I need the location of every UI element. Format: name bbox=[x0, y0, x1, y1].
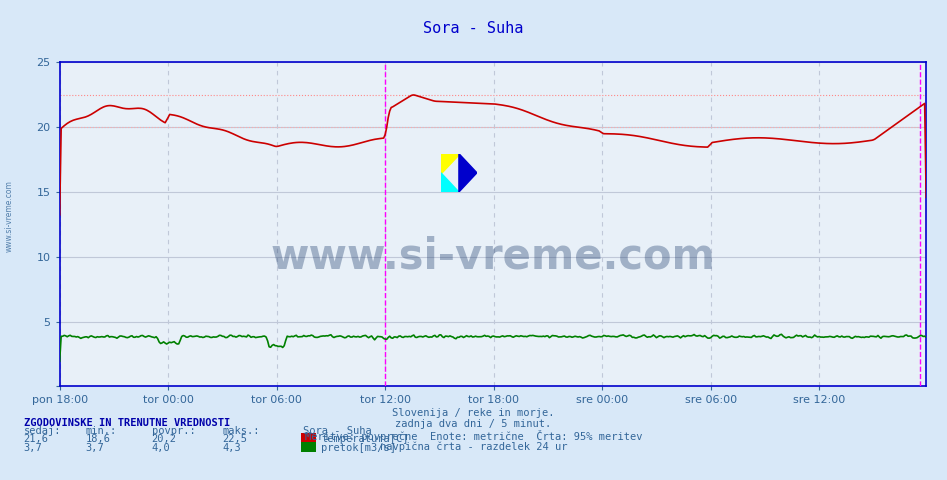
Polygon shape bbox=[441, 173, 459, 192]
Text: temperatura[C]: temperatura[C] bbox=[321, 434, 408, 444]
Text: Sora - Suha: Sora - Suha bbox=[423, 21, 524, 36]
Text: 4,3: 4,3 bbox=[223, 443, 241, 453]
Text: 22,5: 22,5 bbox=[223, 434, 247, 444]
Text: 21,6: 21,6 bbox=[24, 434, 48, 444]
Text: www.si-vreme.com: www.si-vreme.com bbox=[271, 236, 715, 278]
Text: 4,0: 4,0 bbox=[152, 443, 170, 453]
Text: min.:: min.: bbox=[85, 426, 116, 436]
Text: Slovenija / reke in morje.: Slovenija / reke in morje. bbox=[392, 408, 555, 418]
Text: www.si-vreme.com: www.si-vreme.com bbox=[5, 180, 14, 252]
Text: 18,6: 18,6 bbox=[85, 434, 110, 444]
Text: maks.:: maks.: bbox=[223, 426, 260, 436]
Text: pretok[m3/s]: pretok[m3/s] bbox=[321, 443, 396, 453]
Text: povpr.:: povpr.: bbox=[152, 426, 195, 436]
Text: 20,2: 20,2 bbox=[152, 434, 176, 444]
Polygon shape bbox=[441, 154, 459, 173]
Text: ZGODOVINSKE IN TRENUTNE VREDNOSTI: ZGODOVINSKE IN TRENUTNE VREDNOSTI bbox=[24, 418, 230, 428]
Text: Meritve: povprečne  Enote: metrične  Črta: 95% meritev: Meritve: povprečne Enote: metrične Črta:… bbox=[305, 430, 642, 442]
Text: Sora - Suha: Sora - Suha bbox=[303, 426, 372, 436]
Text: 3,7: 3,7 bbox=[85, 443, 104, 453]
Polygon shape bbox=[459, 154, 477, 192]
Text: 3,7: 3,7 bbox=[24, 443, 43, 453]
Text: zadnja dva dni / 5 minut.: zadnja dva dni / 5 minut. bbox=[396, 419, 551, 429]
Text: sedaj:: sedaj: bbox=[24, 426, 62, 436]
Text: navpična črta - razdelek 24 ur: navpična črta - razdelek 24 ur bbox=[380, 441, 567, 452]
